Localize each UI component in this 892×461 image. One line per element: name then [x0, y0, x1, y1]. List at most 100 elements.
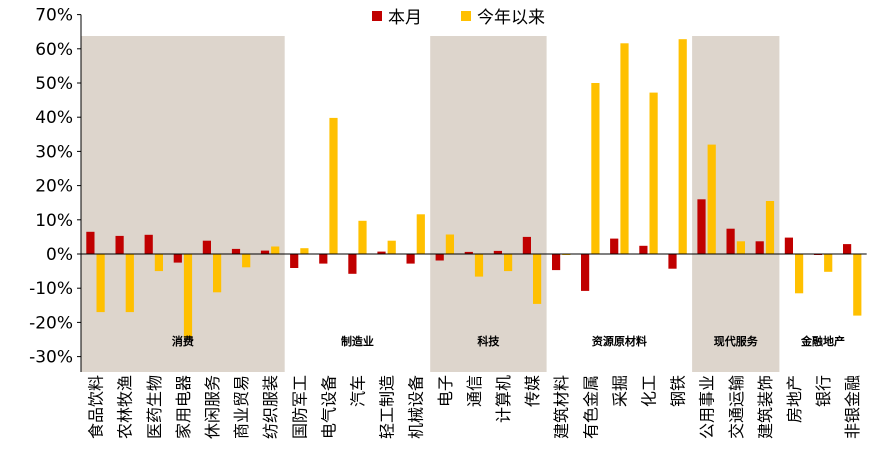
category-label: 公用事业 [698, 375, 717, 439]
legend-label-0: 本月 [388, 8, 422, 28]
category-label: 非银金融 [843, 375, 862, 439]
bar-month-6 [260, 250, 270, 254]
legend-swatch-1 [461, 11, 471, 21]
axes: -30% -20% -10% 0% 10% 20% 30% 40% 50% 60% 70% [29, 6, 867, 372]
bar-month-12 [435, 254, 444, 261]
bars [86, 39, 862, 338]
bar-month-7 [290, 254, 299, 268]
category-label: 通信 [465, 375, 484, 407]
bar-ytd-7 [300, 248, 309, 254]
bar-month-3 [173, 254, 182, 263]
legend: 本月 今年以来 [372, 8, 545, 28]
category-label: 轻工制造 [378, 375, 397, 439]
category-label: 纺织服装 [261, 375, 280, 439]
bar-ytd-22 [736, 241, 745, 254]
group-labels: 消费 制造业 科技 资源原材料 现代服务 金融地产 [172, 334, 845, 348]
bar-month-10 [377, 251, 386, 254]
y-tick-label: -20% [29, 313, 73, 333]
y-tick-label: 70% [35, 6, 73, 26]
bar-month-0 [86, 231, 95, 254]
bar-ytd-17 [591, 83, 600, 254]
bar-month-22 [726, 228, 735, 254]
group-label-1: 制造业 [341, 334, 374, 348]
y-tick-label: 30% [35, 142, 73, 162]
category-label: 建筑材料 [552, 375, 571, 439]
bar-month-11 [406, 254, 415, 264]
y-tick-label: 20% [35, 177, 73, 197]
category-label: 建筑装饰 [756, 375, 775, 439]
bar-ytd-21 [707, 144, 716, 254]
bar-ytd-25 [824, 254, 833, 272]
bar-ytd-20 [678, 39, 687, 255]
y-tick-label: -10% [29, 279, 73, 299]
bar-month-1 [115, 235, 124, 254]
group-band-2 [430, 36, 547, 372]
category-label: 传媒 [523, 375, 542, 407]
bar-month-21 [697, 199, 706, 254]
category-label: 汽车 [348, 375, 367, 407]
bar-month-24 [784, 237, 793, 254]
category-label: 医药生物 [145, 375, 164, 439]
category-label: 有色金属 [581, 375, 600, 439]
group-band-0 [81, 36, 285, 372]
bar-ytd-13 [474, 254, 484, 277]
bar-ytd-9 [358, 220, 367, 254]
bar-month-17 [581, 254, 590, 291]
bar-month-15 [522, 236, 531, 254]
bar-ytd-4 [213, 254, 222, 293]
category-label: 食品饮料 [87, 375, 106, 439]
bar-ytd-6 [271, 246, 280, 254]
category-label: 家用电器 [174, 375, 193, 439]
group-label-5: 金融地产 [800, 334, 845, 348]
bar-ytd-12 [445, 234, 454, 254]
category-label: 房地产 [785, 375, 804, 423]
group-label-2: 科技 [477, 334, 500, 348]
bar-ytd-10 [387, 240, 396, 254]
group-label-4: 现代服务 [714, 334, 759, 348]
category-label: 钢铁 [669, 375, 688, 407]
bar-ytd-1 [125, 254, 134, 313]
category-label: 银行 [814, 375, 833, 407]
bar-month-13 [464, 251, 473, 254]
bar-month-19 [639, 245, 648, 254]
category-label: 计算机 [494, 375, 513, 423]
bar-ytd-19 [649, 92, 658, 254]
bar-month-23 [755, 241, 764, 254]
legend-swatch-0 [372, 11, 382, 21]
group-label-0: 消费 [172, 334, 194, 348]
bar-month-18 [610, 238, 619, 254]
category-label: 交通运输 [727, 375, 746, 439]
bar-ytd-2 [154, 254, 163, 272]
category-label: 商业贸易 [232, 375, 251, 439]
bar-month-2 [144, 234, 153, 254]
bar-month-16 [552, 254, 561, 271]
category-labels: 食品饮料 农林牧渔 医药生物 家用电器 休闲服务 商业贸易 纺织服装 国防军工 电气设备 汽车 轻工… [87, 375, 863, 439]
bar-ytd-24 [795, 254, 804, 294]
category-label: 采掘 [610, 375, 629, 407]
bar-month-9 [348, 254, 357, 274]
bar-ytd-23 [765, 201, 775, 254]
category-label: 化工 [640, 375, 659, 407]
bar-ytd-11 [416, 214, 425, 254]
bar-ytd-14 [504, 254, 513, 272]
bar-month-20 [668, 254, 677, 269]
group-bands [81, 36, 780, 372]
y-tick-label: -30% [29, 348, 73, 368]
bar-month-8 [319, 254, 328, 264]
y-tick-label: 0% [46, 245, 73, 265]
bar-ytd-0 [96, 254, 105, 313]
category-label: 农林牧渔 [116, 375, 135, 439]
category-label: 电子 [436, 375, 455, 407]
bar-month-14 [493, 250, 502, 254]
group-label-3: 资源原材料 [592, 334, 647, 348]
y-tick-label: 40% [35, 108, 73, 128]
category-label: 电气设备 [319, 375, 338, 439]
bar-ytd-15 [533, 254, 542, 304]
bar-ytd-3 [183, 254, 193, 338]
legend-label-1: 今年以来 [477, 8, 545, 28]
bar-ytd-8 [329, 117, 338, 255]
category-label: 休闲服务 [203, 375, 222, 439]
bar-month-26 [843, 244, 852, 254]
y-tick-label: 10% [35, 211, 73, 231]
